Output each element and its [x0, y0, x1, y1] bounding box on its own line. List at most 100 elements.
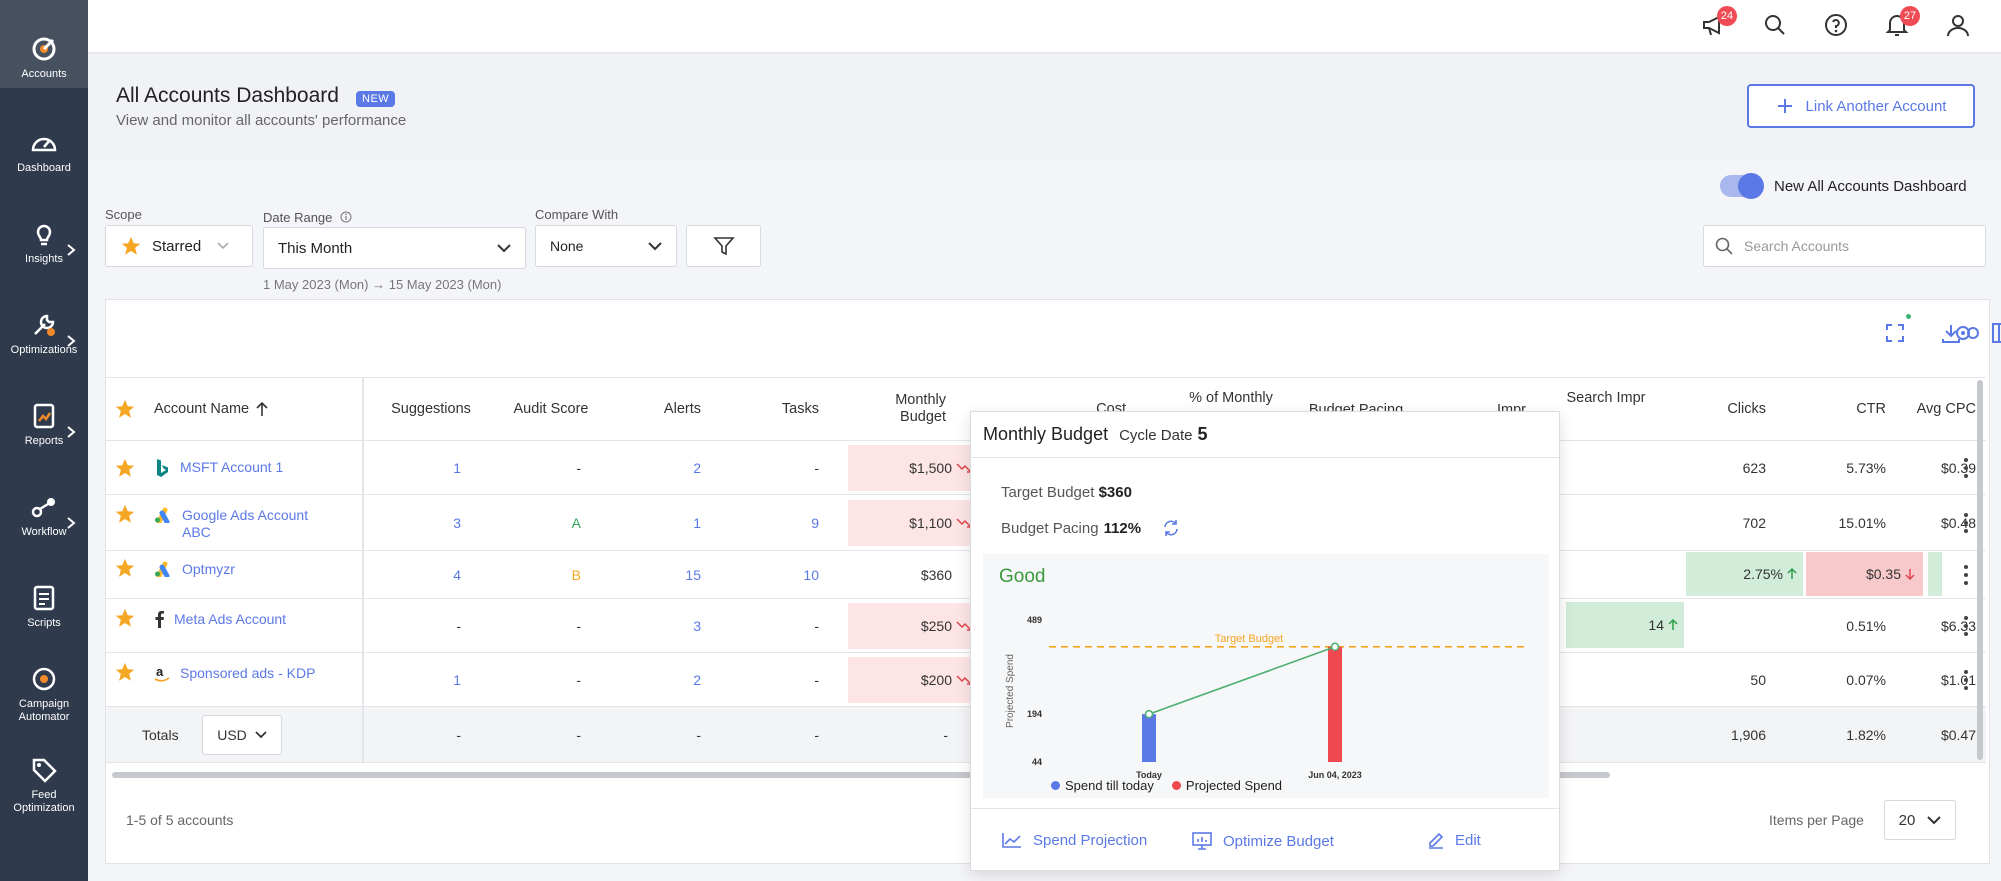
date-range-label: Date Range [263, 210, 352, 225]
target-budget-line: Target Budget $360 [1001, 484, 1132, 501]
audit-value[interactable]: A [571, 514, 581, 531]
star-toggle[interactable] [110, 495, 140, 550]
spend-projection-button[interactable]: Spend Projection [1001, 831, 1147, 849]
totals-budget: - [943, 726, 948, 743]
items-per-page-label: Items per Page [1769, 812, 1864, 828]
horizontal-scrollbar[interactable] [112, 772, 1610, 778]
currency-select[interactable]: USD [202, 715, 282, 755]
suggestions-value[interactable]: 4 [453, 566, 461, 583]
header-alerts[interactable]: Alerts [663, 400, 701, 417]
budget-value[interactable]: $250 [848, 603, 976, 649]
link-another-account-button[interactable]: Link Another Account [1747, 84, 1975, 128]
announcements-button[interactable]: 24 [1701, 6, 1737, 42]
header-avg-cpc[interactable]: Avg CPC [1916, 400, 1976, 417]
sidebar-item-campaign-automator[interactable]: Campaign Automator [0, 654, 88, 742]
scope-select[interactable]: Starred [105, 225, 253, 267]
suggestions-value[interactable]: 1 [453, 671, 461, 688]
edit-budget-button[interactable]: Edit [1427, 831, 1481, 849]
header-audit-score[interactable]: Audit Score [513, 400, 589, 417]
row-menu-button[interactable] [1956, 495, 1976, 550]
row-menu-button[interactable] [1956, 599, 1976, 652]
budget-amount: $250 [920, 618, 952, 634]
budget-pacing-line: Budget Pacing 112% [1001, 519, 1180, 537]
user-icon [1947, 15, 1969, 37]
tasks-value[interactable]: 9 [811, 514, 819, 531]
chart-svg: Projected Spend 44 194 489 Target Budget T… [1005, 615, 1529, 780]
ctr-value: 0.51% [1846, 617, 1886, 634]
columns-button[interactable] [1991, 322, 2001, 352]
star-toggle[interactable] [110, 441, 140, 494]
profile-button[interactable] [1945, 12, 1975, 42]
header-ctr[interactable]: CTR [1856, 400, 1886, 417]
suggestions-value[interactable]: 1 [453, 459, 461, 476]
alerts-value[interactable]: 2 [693, 671, 701, 688]
header-monthly-budget[interactable]: Monthly Budget [895, 392, 946, 425]
star-icon [115, 458, 135, 477]
header-clicks[interactable]: Clicks [1727, 400, 1766, 417]
account-link[interactable]: Meta Ads Account [174, 611, 287, 627]
refresh-icon[interactable] [1162, 519, 1180, 537]
projection-point [1144, 709, 1154, 719]
settings-button[interactable] [1953, 322, 1983, 352]
table-toolbar [104, 300, 1989, 376]
budget-value[interactable]: $1,500 [848, 445, 976, 491]
download-button[interactable] [1940, 322, 1970, 352]
items-per-page-select[interactable]: 20 [1884, 800, 1956, 840]
header-star[interactable] [110, 378, 140, 440]
header-suggestions[interactable]: Suggestions [391, 400, 471, 417]
row-menu-button[interactable] [1956, 551, 1976, 598]
sidebar-item-reports[interactable]: Reports [0, 391, 88, 479]
sidebar-item-dashboard[interactable]: Dashboard [0, 118, 88, 206]
columns-icon [1992, 323, 2001, 343]
budget-value[interactable]: $200 [848, 657, 976, 703]
help-button[interactable] [1823, 12, 1853, 42]
alerts-value[interactable]: 15 [685, 566, 701, 583]
sidebar-item-scripts[interactable]: Scripts [0, 573, 88, 661]
filter-button[interactable] [686, 225, 761, 267]
new-dashboard-toggle[interactable] [1720, 173, 1764, 199]
column-divider [362, 378, 364, 440]
optimize-budget-button[interactable]: Optimize Budget [1191, 831, 1334, 851]
sidebar-item-accounts[interactable]: Accounts [0, 0, 88, 88]
header-search-impr[interactable]: Search Impr [1566, 390, 1646, 406]
tasks-value[interactable]: 10 [803, 566, 819, 583]
compare-select[interactable]: None [535, 225, 677, 267]
star-icon [115, 399, 135, 418]
sidebar-item-feed-optimization[interactable]: Feed Optimization [0, 745, 88, 833]
sidebar-item-workflow[interactable]: Workflow [0, 482, 88, 570]
tasks-value: - [814, 671, 819, 688]
column-divider [362, 653, 364, 706]
page-header: All Accounts Dashboard NEW View and moni… [88, 54, 2001, 160]
new-badge: NEW [356, 91, 396, 107]
audit-value[interactable]: B [571, 566, 581, 583]
alerts-value[interactable]: 3 [693, 617, 701, 634]
budget-value[interactable]: $1,100 [848, 500, 976, 546]
sidebar-item-optimizations[interactable]: Optimizations [0, 300, 88, 388]
star-toggle[interactable] [110, 653, 140, 706]
search-accounts[interactable]: Search Accounts [1703, 225, 1986, 267]
star-toggle[interactable] [110, 551, 140, 598]
fullscreen-button[interactable] [1884, 314, 1914, 352]
notifications-button[interactable]: 27 [1884, 6, 1920, 42]
date-range-select[interactable]: This Month [263, 227, 526, 269]
totals-ctr: 1.82% [1846, 726, 1886, 743]
account-link[interactable]: Google Ads Account ABC [182, 507, 309, 540]
star-toggle[interactable] [110, 599, 140, 652]
alerts-value[interactable]: 2 [693, 459, 701, 476]
sidebar-item-insights[interactable]: Insights [0, 209, 88, 297]
account-link[interactable]: MSFT Account 1 [180, 459, 284, 475]
row-menu-button[interactable] [1956, 441, 1976, 494]
vertical-scrollbar[interactable] [1977, 380, 1983, 760]
tasks-value: - [814, 459, 819, 476]
alerts-value[interactable]: 1 [693, 514, 701, 531]
account-link[interactable]: Optmyzr [182, 561, 235, 577]
search-button[interactable] [1762, 12, 1792, 42]
cpc-value: $0.48 [1940, 514, 1976, 531]
account-link[interactable]: Sponsored ads - KDP [180, 665, 316, 681]
budget-value[interactable]: $360 [920, 566, 952, 583]
row-menu-button[interactable] [1956, 653, 1976, 706]
header-tasks[interactable]: Tasks [781, 400, 819, 417]
header-pct-monthly[interactable]: % of Monthly [1189, 390, 1273, 406]
header-account-name[interactable]: Account Name [154, 378, 354, 440]
suggestions-value[interactable]: 3 [453, 514, 461, 531]
